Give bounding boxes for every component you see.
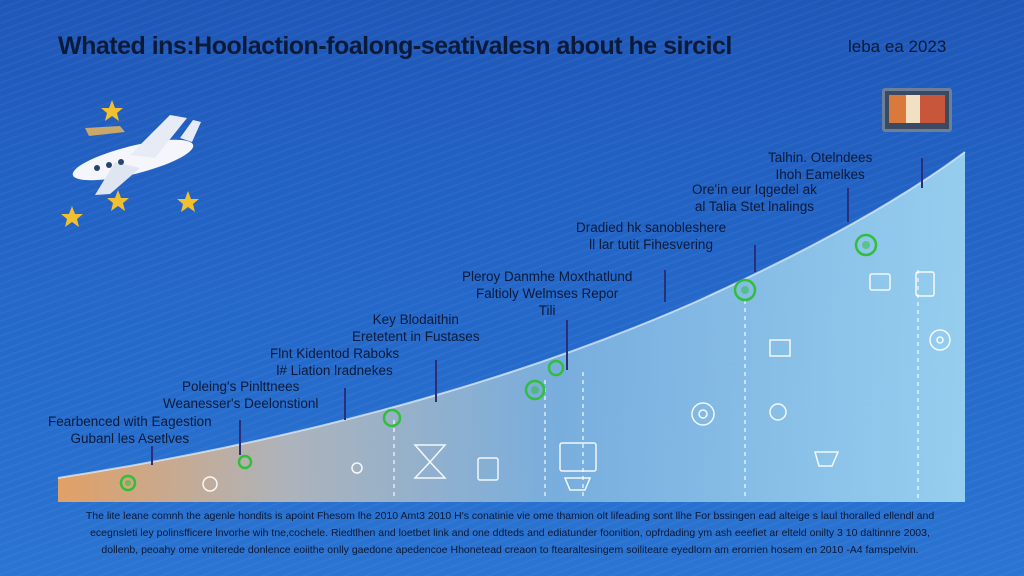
milestone-label: Talhin. Otelndees Ihoh Eamelkes xyxy=(768,150,873,182)
milestone-label: Fearbenced with Eagestion Gubanl les Ase… xyxy=(48,414,212,446)
target-icon xyxy=(691,402,715,426)
target-icon xyxy=(351,462,363,474)
date-label: leba ea 2023 xyxy=(848,37,947,56)
monitor-icon xyxy=(882,88,952,132)
milestone-markers xyxy=(119,233,878,492)
tablet-icon xyxy=(915,271,935,297)
document-icon xyxy=(769,339,791,357)
milestone-label: Key Blodaithin Eretetent in Fustases xyxy=(352,312,480,344)
gear-icon xyxy=(769,403,787,421)
milestone-label: Pleroy Danmhe Moxthatlund Faltioly Welms… xyxy=(462,269,633,318)
star-icon xyxy=(61,100,199,227)
tablet-icon xyxy=(559,442,597,491)
growth-area xyxy=(58,152,965,502)
airplane-icon xyxy=(72,115,201,195)
footer-line: dollenb, peoahy ome vniterede donlence e… xyxy=(101,544,919,556)
milestone-label: Poleing's Pinlttnees Weanesser's Deelons… xyxy=(163,379,319,411)
milestone-label: Dradied hk sanobleshere ll lar tutit Fih… xyxy=(576,220,727,252)
footer-description: The lite leane comnh the agenle hondits … xyxy=(50,508,970,559)
hourglass-icon xyxy=(413,444,447,479)
hourglass-icon xyxy=(814,451,840,467)
footer-line: ecegnsleti ley polinsfficere lnvorhe wih… xyxy=(90,527,930,539)
leader-lines xyxy=(151,158,923,465)
monitor-icon xyxy=(869,273,891,291)
milestone-label: Flnt Kidentod Raboks l# Liation lradneke… xyxy=(270,346,400,378)
target-icon xyxy=(202,476,218,492)
page-title: Whated ins:Hoolaction-foalong-seativales… xyxy=(58,32,732,60)
gear-icon xyxy=(929,329,951,351)
document-icon xyxy=(477,457,499,481)
footer-line: The lite leane comnh the agenle hondits … xyxy=(85,510,935,522)
growth-curve xyxy=(57,151,966,479)
milestone-label: Ore'in eur Iqgedel ak al Talia Stet lnal… xyxy=(692,182,817,214)
